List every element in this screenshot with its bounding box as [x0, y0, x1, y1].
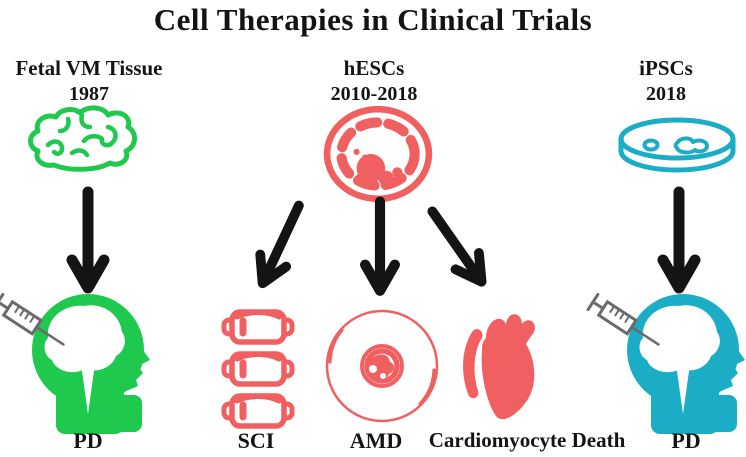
- column-header-ipscs: iPSCs 2018: [576, 56, 746, 106]
- column-header-fetal-vm: Fetal VM Tissue 1987: [0, 56, 178, 106]
- arrow-down-right-icon: [427, 206, 487, 287]
- outcome-label-cardiomyocyte-death: Cardiomyocyte Death: [428, 428, 626, 452]
- head-brain-injection-icon: [586, 292, 745, 434]
- outcome-label-amd: AMD: [349, 428, 403, 453]
- column-header-hescs: hESCs 2010-2018: [284, 56, 464, 106]
- eye-icon: [325, 309, 439, 423]
- arrow-down-left-icon: [255, 200, 304, 289]
- hescs-name: hESCs: [343, 56, 405, 80]
- outcome-label-pd-fetal: PD: [73, 428, 103, 453]
- arrow-down-icon: [360, 196, 400, 296]
- syringe-icon: [586, 292, 660, 346]
- ipscs-years: 2018: [646, 82, 686, 105]
- outcome-label-pd-ipsc: PD: [671, 428, 701, 453]
- brain-icon: [28, 105, 137, 172]
- arrow-down-icon: [657, 186, 701, 294]
- heart-icon: [463, 314, 535, 420]
- figure-title: Cell Therapies in Clinical Trials: [153, 2, 593, 37]
- blastocyst-icon: [323, 105, 433, 203]
- ipscs-name: iPSCs: [639, 56, 693, 80]
- arrow-down-icon: [66, 186, 110, 294]
- fetal-vm-years: 1987: [69, 82, 109, 105]
- fetal-vm-name: Fetal VM Tissue: [15, 56, 163, 80]
- head-brain-injection-icon: [0, 292, 150, 434]
- petri-dish-icon: [618, 117, 736, 173]
- spine-icon: [221, 309, 295, 429]
- outcome-label-sci: SCI: [237, 428, 275, 453]
- syringe-icon: [0, 292, 65, 346]
- hescs-years: 2010-2018: [330, 82, 418, 105]
